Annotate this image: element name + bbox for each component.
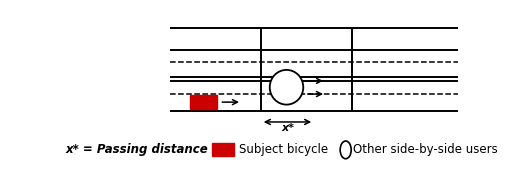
- Ellipse shape: [340, 141, 351, 159]
- Text: x* = Passing distance: x* = Passing distance: [66, 143, 208, 156]
- Bar: [190, 95, 217, 109]
- Bar: [212, 143, 235, 156]
- Ellipse shape: [270, 70, 303, 105]
- Text: Other side-by-side users: Other side-by-side users: [353, 143, 497, 156]
- Text: Subject bicycle: Subject bicycle: [239, 143, 328, 156]
- Text: x*: x*: [281, 123, 294, 133]
